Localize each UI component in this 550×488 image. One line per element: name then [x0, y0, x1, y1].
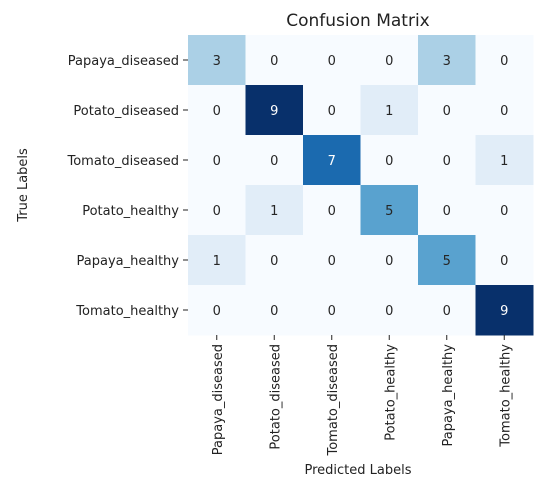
- chart-title: Confusion Matrix: [286, 11, 430, 31]
- heatmap-cell: [418, 235, 476, 286]
- y-tick-label: Potato_healthy: [82, 204, 179, 219]
- heatmap-cell: [360, 35, 419, 86]
- heatmap-cell: [418, 285, 476, 336]
- cell-value-label: 0: [213, 204, 221, 219]
- heatmap-cell: [245, 35, 304, 86]
- heatmap-cell: [360, 185, 419, 236]
- heatmap-cell: [303, 235, 361, 286]
- heatmap-cell: [245, 185, 304, 236]
- x-tick-label: Papaya_healthy: [441, 344, 456, 447]
- y-tick-label: Potato_diseased: [73, 104, 179, 119]
- y-tick-label: Tomato_healthy: [75, 304, 179, 319]
- heatmap-cell: [188, 85, 246, 136]
- heatmap-cell: [475, 235, 534, 286]
- x-axis-label: Predicted Labels: [304, 463, 411, 478]
- heatmap-cell: [475, 85, 534, 136]
- heatmap-cell: [360, 135, 419, 186]
- cell-value-label: 9: [270, 104, 278, 119]
- cell-value-label: 0: [270, 54, 278, 69]
- cell-value-label: 0: [328, 254, 336, 269]
- heatmap-cell: [245, 285, 304, 336]
- x-tick-label: Tomato_diseased: [326, 344, 341, 457]
- cell-value-label: 7: [328, 154, 336, 169]
- x-tick-label: Potato_healthy: [383, 344, 398, 441]
- heatmap-cell: [188, 185, 246, 236]
- cell-value-label: 1: [213, 254, 221, 269]
- cell-value-label: 0: [443, 304, 451, 319]
- heatmap-cell: [475, 285, 534, 336]
- heatmap-cell: [188, 235, 246, 286]
- cell-value-label: 0: [328, 54, 336, 69]
- cell-value-label: 0: [213, 104, 221, 119]
- x-tick-labels: Papaya_diseased Potato_diseased Tomato_dis…: [211, 335, 513, 457]
- heatmap-cell: [245, 235, 304, 286]
- heatmap-cell: [360, 235, 419, 286]
- cell-value-label: 0: [270, 304, 278, 319]
- heatmap-cell: [303, 35, 361, 86]
- y-tick-labels: Papaya_diseased Potato_diseased Tomato_dis…: [67, 54, 188, 319]
- heatmap-cell: [188, 285, 246, 336]
- cell-value-label: 0: [500, 104, 508, 119]
- cell-value-label: 0: [443, 154, 451, 169]
- cell-value-label: 0: [328, 204, 336, 219]
- heatmap-cells: 3 0 0 0 3 00 9 0 1 0 00 0 7 0 0 10 1 0 5 0 01 0 0 0 5 00 0 0 0 0 9: [188, 35, 534, 336]
- y-tick-label: Tomato_diseased: [67, 154, 180, 169]
- heatmap-cell: [188, 135, 246, 186]
- cell-value-label: 0: [385, 254, 393, 269]
- heatmap-cell: [418, 185, 476, 236]
- x-tick-label: Tomato_healthy: [498, 344, 513, 448]
- cell-value-label: 0: [443, 204, 451, 219]
- cell-value-label: 0: [213, 154, 221, 169]
- cell-value-label: 5: [443, 254, 451, 269]
- heatmap-cell: [475, 35, 534, 86]
- heatmap-cell: [245, 135, 304, 186]
- heatmap-cell: [303, 85, 361, 136]
- cell-value-label: 5: [385, 204, 393, 219]
- cell-value-label: 0: [500, 254, 508, 269]
- cell-value-label: 0: [270, 254, 278, 269]
- x-tick-label: Papaya_diseased: [211, 344, 226, 455]
- heatmap-cell: [475, 135, 534, 186]
- heatmap-cell: [303, 285, 361, 336]
- y-tick-label: Papaya_healthy: [77, 254, 180, 269]
- cell-value-label: 0: [500, 54, 508, 69]
- heatmap-cell: [418, 35, 476, 86]
- y-axis-label: True Labels: [16, 148, 31, 223]
- heatmap-cell: [360, 85, 419, 136]
- cell-value-label: 3: [213, 54, 221, 69]
- cell-value-label: 0: [328, 304, 336, 319]
- heatmap-cell: [418, 135, 476, 186]
- cell-value-label: 0: [500, 204, 508, 219]
- cell-value-label: 0: [328, 104, 336, 119]
- cell-value-label: 0: [385, 54, 393, 69]
- cell-value-label: 0: [443, 104, 451, 119]
- cell-value-label: 1: [270, 204, 278, 219]
- cell-value-label: 3: [443, 54, 451, 69]
- cell-value-label: 1: [385, 104, 393, 119]
- heatmap-cell: [303, 185, 361, 236]
- cell-value-label: 0: [270, 154, 278, 169]
- cell-value-label: 0: [385, 154, 393, 169]
- heatmap-cell: [360, 285, 419, 336]
- heatmap-cell: [303, 135, 361, 186]
- cell-value-label: 9: [500, 304, 508, 319]
- cell-value-label: 1: [500, 154, 508, 169]
- heatmap-cell: [418, 85, 476, 136]
- y-tick-label: Papaya_diseased: [68, 54, 179, 69]
- heatmap-cell: [188, 35, 246, 86]
- heatmap-cell: [245, 85, 304, 136]
- x-tick-label: Potato_diseased: [268, 344, 283, 450]
- heatmap-cell: [475, 185, 534, 236]
- cell-value-label: 0: [213, 304, 221, 319]
- cell-value-label: 0: [385, 304, 393, 319]
